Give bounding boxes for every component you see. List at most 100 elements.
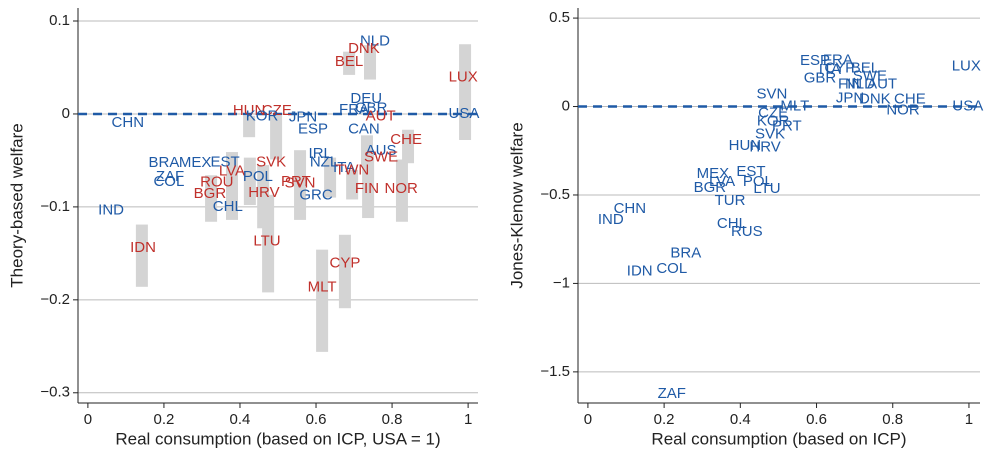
point-label: ZAF: [658, 385, 686, 402]
point-label: AUT: [366, 108, 396, 125]
point-label: USA: [449, 105, 480, 122]
x-tick-label: 0.8: [882, 411, 903, 428]
point-label: CHN: [614, 200, 647, 217]
point-label: NOR: [886, 102, 920, 119]
range-bar: [257, 165, 270, 229]
range-bar: [346, 169, 359, 200]
point-label: USA: [952, 97, 983, 114]
point-label: TWN: [335, 162, 369, 179]
point-label: BGR: [694, 179, 727, 196]
y-tick-label: −0.2: [40, 291, 70, 308]
point-label: CHN: [112, 114, 145, 131]
point-label: IDN: [130, 239, 156, 256]
point-label: ROU: [200, 174, 233, 191]
point-label: LVA: [219, 163, 245, 180]
range-bar: [364, 45, 377, 80]
x-tick-label: 0.4: [230, 411, 251, 428]
point-label: EST: [736, 163, 765, 180]
range-bar: [316, 249, 329, 352]
point-label: HUN: [729, 137, 762, 154]
point-label: MLT: [780, 97, 809, 114]
point-label: BEL: [335, 53, 363, 70]
y-axis-title: Jones-Klenow welfare: [507, 122, 526, 288]
point-label: CHE: [894, 90, 926, 107]
point-label: HRV: [248, 184, 279, 201]
point-label: BGR: [194, 185, 227, 202]
y-tick-label: −0.1: [40, 198, 70, 215]
range-bar: [270, 115, 283, 160]
x-tick-label: 0: [84, 411, 92, 428]
point-label: SVK: [755, 126, 785, 143]
point-label: MLT: [308, 279, 337, 296]
point-label: ESP: [298, 121, 328, 138]
point-label: SVK: [256, 153, 286, 170]
point-label: KOR: [246, 108, 279, 125]
x-tick-label: 0.2: [154, 411, 175, 428]
point-label: COL: [656, 260, 687, 277]
range-bar: [243, 115, 256, 138]
point-label: LVA: [709, 173, 735, 190]
point-label: ZAF: [156, 168, 184, 185]
point-label: SWE: [853, 67, 887, 84]
range-bar: [362, 150, 375, 219]
point-label: JPN: [289, 109, 317, 126]
point-label: EST: [211, 153, 240, 170]
point-label: CYP: [329, 255, 360, 272]
x-tick-label: 0: [584, 411, 592, 428]
point-label: IND: [598, 211, 624, 228]
point-label: AUT: [867, 75, 897, 92]
point-label: IRL: [309, 145, 332, 162]
point-label: ITA: [333, 159, 355, 176]
point-label: JPN: [836, 90, 864, 107]
point-label: IND: [98, 202, 124, 219]
point-label: NOR: [385, 180, 419, 197]
point-label: TUR: [715, 192, 746, 209]
point-label: FIN: [355, 180, 379, 197]
range-bar: [395, 159, 408, 222]
y-tick-label: −0.5: [540, 186, 570, 203]
point-label: MEX: [697, 165, 730, 182]
point-label: FIN: [838, 75, 862, 92]
point-label: CHL: [213, 198, 243, 215]
point-label: LUX: [449, 69, 478, 86]
x-tick-label: 1: [464, 411, 472, 428]
x-axis-title: Real consumption (based on ICP, USA = 1): [115, 429, 440, 448]
y-tick-label: 0: [562, 97, 570, 114]
point-label: MEX: [179, 154, 212, 171]
point-label: POL: [243, 168, 273, 185]
point-label: CHL: [717, 215, 747, 232]
x-tick-label: 0.6: [306, 411, 327, 428]
point-label: CAN: [348, 121, 380, 138]
point-label: SVN: [757, 85, 788, 102]
point-label: LTU: [753, 180, 780, 197]
point-label: PRT: [281, 173, 311, 190]
y-tick-label: 0.1: [49, 12, 70, 29]
point-label: CHE: [390, 131, 422, 148]
point-label: LUX: [952, 57, 981, 74]
point-label: FRA: [339, 101, 369, 118]
point-label: CYP: [824, 59, 855, 76]
point-label: GRC: [299, 187, 333, 204]
range-bar: [243, 157, 256, 206]
point-label: RUS: [731, 223, 763, 240]
point-label: PRT: [772, 118, 802, 135]
point-label: KOR: [757, 113, 790, 130]
x-tick-label: 0.4: [730, 411, 751, 428]
point-label: GBR: [804, 69, 837, 86]
x-axis-title: Real consumption (based on ICP): [651, 429, 906, 448]
point-label: ESP: [800, 52, 830, 69]
point-label: NZL: [310, 153, 338, 170]
point-label: DNK: [859, 90, 891, 107]
point-label: LTU: [253, 232, 280, 249]
y-tick-label: 0.5: [549, 9, 570, 26]
range-bar: [402, 129, 415, 164]
y-tick-label: −1: [553, 274, 570, 291]
point-label: CZE: [262, 102, 292, 119]
point-label: FRA: [823, 51, 853, 68]
point-label: ITA: [819, 61, 841, 78]
range-bar: [135, 224, 148, 287]
point-label: AUS: [366, 142, 397, 159]
range-bar: [343, 51, 356, 75]
x-tick-label: 0.2: [654, 411, 675, 428]
